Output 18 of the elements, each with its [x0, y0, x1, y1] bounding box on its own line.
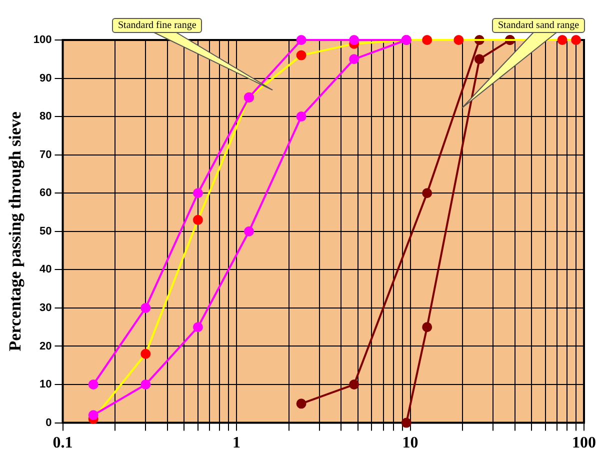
y-tick-label: 0 [46, 416, 52, 429]
y-tick-label: 50 [40, 225, 52, 238]
x-tick-label: 10 [402, 434, 418, 452]
y-tick-label: 100 [33, 34, 52, 46]
y-axis-title: Percentage passing through sieve [6, 111, 25, 352]
y-tick-label: 10 [40, 378, 52, 391]
y-tick-label: 60 [40, 187, 52, 200]
y-tick-label: 70 [40, 148, 52, 161]
y-tick-label: 20 [40, 340, 52, 352]
x-tick-label: 100 [572, 434, 596, 452]
y-tick-label: 80 [40, 110, 52, 123]
callout: Standard sand range [461, 18, 585, 109]
y-tick-label: 30 [40, 302, 52, 314]
x-tick-label: 1 [232, 434, 240, 452]
y-tick-label: 90 [40, 72, 52, 84]
x-tick-label: 0.1 [52, 434, 73, 452]
y-tick-label: 40 [40, 264, 52, 276]
callout: Standard fine range [112, 18, 273, 91]
